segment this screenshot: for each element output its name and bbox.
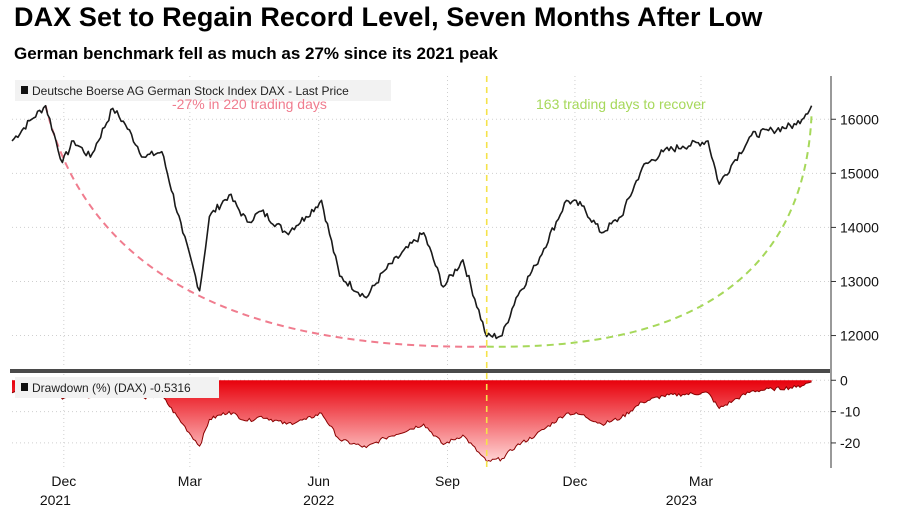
price-y-tick-label: 15000 — [840, 165, 879, 181]
panel-separator — [10, 369, 830, 373]
price-y-tick-label: 12000 — [840, 328, 879, 344]
x-year-label: 2022 — [303, 492, 334, 508]
drawdown-area — [12, 380, 812, 462]
x-month-label: Dec — [51, 473, 76, 489]
drawdown-y-tick-labels: 0 -10 -20 — [831, 372, 860, 451]
price-gridlines — [12, 76, 831, 368]
decline-annotation: -27% in 220 trading days — [172, 96, 327, 112]
x-month-label: Jun — [307, 473, 330, 489]
price-line — [11, 104, 813, 340]
drawdown-legend: Drawdown (%) (DAX) -0.5316 — [15, 377, 219, 398]
page-subtitle: German benchmark fell as much as 27% sin… — [14, 44, 498, 63]
price-y-tick-label: 13000 — [840, 273, 879, 289]
x-axis-tick-labels: Dec Mar Jun Sep Dec Mar 2021 2022 2023 — [40, 473, 714, 508]
x-month-label: Sep — [435, 473, 460, 489]
x-year-label: 2021 — [40, 492, 71, 508]
recovery-arc — [486, 113, 813, 348]
price-legend-label: Deutsche Boerse AG German Stock Index DA… — [32, 84, 349, 98]
x-month-label: Mar — [689, 473, 713, 489]
x-month-label: Mar — [178, 473, 202, 489]
drawdown-y-tick-label: 0 — [840, 372, 848, 388]
drawdown-legend-label: Drawdown (%) (DAX) -0.5316 — [32, 381, 191, 395]
price-legend: Deutsche Boerse AG German Stock Index DA… — [15, 80, 391, 101]
drawdown-y-tick-label: -20 — [840, 435, 860, 451]
page-title: DAX Set to Regain Record Level, Seven Mo… — [14, 2, 763, 32]
x-month-label: Dec — [562, 473, 587, 489]
price-y-tick-label: 16000 — [840, 111, 879, 127]
recovery-annotation: 163 trading days to recover — [536, 96, 706, 112]
price-y-tick-label: 14000 — [840, 219, 879, 235]
decline-arc — [44, 105, 487, 348]
drawdown-y-tick-label: -10 — [840, 404, 860, 420]
price-y-tick-labels: 12000 13000 14000 15000 16000 — [831, 111, 879, 344]
x-year-label: 2023 — [666, 492, 697, 508]
